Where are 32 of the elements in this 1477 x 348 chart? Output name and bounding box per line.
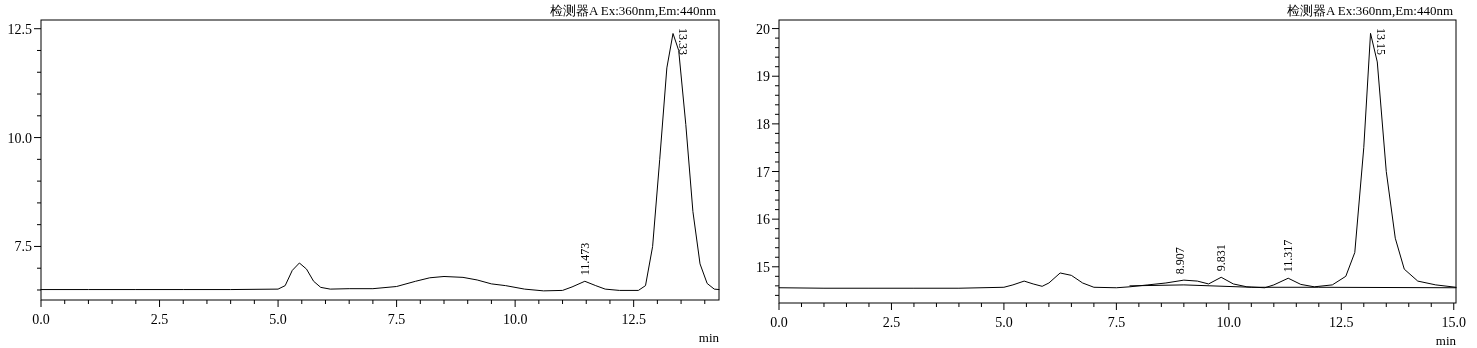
annotation: 9.831 [1214, 244, 1229, 272]
annotation: 8.907 [1172, 247, 1187, 275]
x-tick-label: 12.5 [1329, 315, 1354, 330]
y-tick-label: 17 [756, 164, 770, 180]
x-tick-label: 7.5 [1107, 315, 1126, 330]
y-tick-label: 15 [756, 259, 770, 275]
x-tick-label: 0.0 [32, 312, 50, 327]
x-axis-title: min [1435, 333, 1457, 348]
x-axis-title: min [698, 330, 720, 345]
x-tick-label: 2.5 [150, 312, 169, 327]
x-tick-label: 12.5 [621, 312, 646, 327]
x-tick-label: 0.0 [770, 315, 788, 330]
annotation: 13.15 [1373, 28, 1388, 55]
x-tick-label: 5.0 [995, 315, 1013, 330]
y-tick-label: 7.5 [14, 239, 32, 255]
x-tick-label: 15.0 [1441, 315, 1466, 330]
y-tick-label: 12.5 [7, 21, 32, 37]
x-tick-label: 10.0 [1216, 315, 1242, 330]
y-tick-label: 10.0 [7, 130, 32, 146]
annotation: 11.473 [577, 242, 592, 276]
y-tick-label: 20 [756, 21, 770, 37]
text: 检测器A Ex:360nm,Em:440nm [549, 3, 716, 18]
y-tick-label: 16 [756, 212, 770, 228]
x-tick-label: 10.0 [502, 312, 528, 327]
x-tick-label: 5.0 [269, 312, 287, 327]
y-tick-label: 19 [756, 69, 770, 85]
y-tick-label: 18 [756, 116, 770, 132]
text: 检测器A Ex:360nm,Em:440nm [1286, 3, 1453, 18]
annotation: 13.33 [676, 28, 691, 55]
x-tick-label: 7.5 [387, 312, 406, 327]
x-tick-label: 2.5 [882, 315, 901, 330]
annotation: 11.317 [1281, 239, 1296, 273]
